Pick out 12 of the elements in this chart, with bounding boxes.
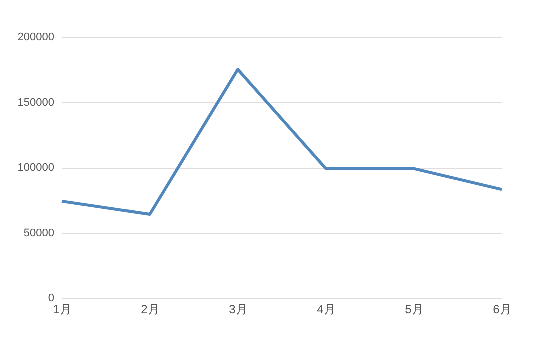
- x-tick-label: 2月: [141, 302, 160, 316]
- y-tick-label: 200000: [18, 32, 54, 44]
- line-series: [60, 68, 504, 216]
- x-tick-label: 5月: [405, 302, 424, 316]
- x-tick-label: 6月: [493, 302, 512, 316]
- x-tick-label: 4月: [317, 302, 336, 316]
- y-tick-label: 150000: [18, 96, 54, 109]
- x-tick-label: 1月: [53, 302, 72, 316]
- y-tick-label: 100000: [18, 162, 54, 174]
- y-tick-label: 50000: [24, 227, 54, 240]
- y-tick-label: 0: [48, 292, 54, 304]
- x-tick-label: 3月: [229, 302, 248, 316]
